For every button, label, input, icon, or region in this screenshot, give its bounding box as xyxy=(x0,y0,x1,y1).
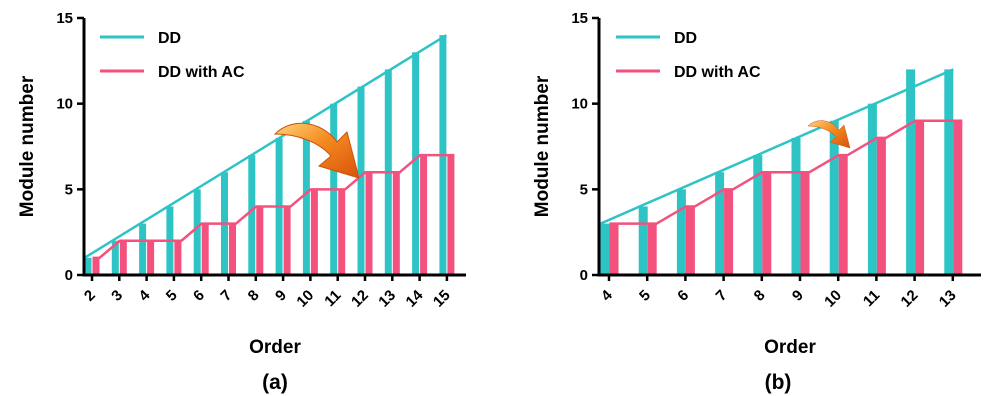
bar-dd-5 xyxy=(638,206,648,275)
bar-dd-with-ac-7 xyxy=(229,223,236,275)
bar-dd-with-ac-7 xyxy=(724,189,734,275)
bar-dd-with-ac-8 xyxy=(256,206,264,275)
bar-dd-14 xyxy=(412,52,420,276)
bar-dd-with-ac-6 xyxy=(201,223,209,275)
bar-dd-with-ac-13 xyxy=(953,120,963,275)
bar-dd-11 xyxy=(867,103,877,276)
bar-dd-with-ac-10 xyxy=(838,155,848,275)
series-line-dd-with-ac xyxy=(92,153,455,260)
bar-dd-with-ac-5 xyxy=(174,240,182,275)
x-tick-label: 8 xyxy=(245,287,263,305)
y-tick-label: 10 xyxy=(571,96,588,113)
x-tick-label: 4 xyxy=(598,286,616,304)
x-tick-label: 11 xyxy=(860,287,883,310)
legend-label-dd: DD xyxy=(158,30,181,47)
y-axis-title: Module number xyxy=(532,75,553,217)
arrow-annotation-icon xyxy=(273,122,360,179)
bar-dd-with-ac-10 xyxy=(310,189,318,275)
arrow-shape xyxy=(807,120,851,149)
bar-dd-12 xyxy=(906,69,916,276)
bar-dd-4 xyxy=(139,223,147,275)
bar-dd-with-ac-15 xyxy=(447,155,455,275)
x-tick-label: 12 xyxy=(898,287,922,311)
x-tick-label: 11 xyxy=(321,287,344,310)
bar-dd-6 xyxy=(193,189,201,275)
arrow-shape xyxy=(273,122,360,179)
x-tick-label: 13 xyxy=(936,287,960,311)
y-tick-label: 5 xyxy=(580,181,588,198)
y-tick-label: 15 xyxy=(571,10,588,27)
bar-dd-4 xyxy=(600,223,610,275)
bar-dd-with-ac-9 xyxy=(800,172,810,275)
y-tick-label: 0 xyxy=(580,267,588,284)
bar-dd-8 xyxy=(753,155,763,275)
legend-label-dd: DD xyxy=(674,30,697,47)
y-tick-label: 5 xyxy=(65,181,73,198)
bar-dd-with-ac-11 xyxy=(876,137,886,275)
bar-dd-12 xyxy=(357,86,365,276)
bar-dd-10 xyxy=(829,120,839,275)
bar-dd-10 xyxy=(302,120,310,275)
y-axis-title: Module number xyxy=(17,75,38,217)
x-tick-label: 10 xyxy=(821,287,845,311)
x-tick-label: 2 xyxy=(81,287,99,305)
bar-dd-with-ac-4 xyxy=(147,240,155,275)
series-line-dd-with-ac xyxy=(609,119,963,225)
bar-dd-with-ac-5 xyxy=(647,223,657,275)
x-tick-label: 5 xyxy=(636,287,654,305)
chart-panel-b: 0 5 10 15 4 5 6 7 8 9 10 11 12 13 Module number Order DD… xyxy=(532,10,981,394)
series-line-dd xyxy=(599,68,954,225)
bar-dd-13 xyxy=(944,69,954,276)
x-tick-label: 12 xyxy=(348,287,372,311)
panel-caption: (a) xyxy=(262,371,288,394)
x-axis-title: Order xyxy=(249,337,301,358)
bar-dd-8 xyxy=(248,155,256,275)
bar-dd-with-ac-3 xyxy=(119,240,127,275)
bar-dd-with-ac-12 xyxy=(365,172,373,275)
y-tick-label: 10 xyxy=(56,96,73,113)
bar-dd-6 xyxy=(676,189,686,275)
x-tick-label: 8 xyxy=(751,287,769,305)
y-tick-label: 0 xyxy=(65,267,73,284)
x-tick-label: 3 xyxy=(108,287,126,305)
legend-label-dd-with-ac: DD with AC xyxy=(674,64,761,81)
bar-dd-with-ac-9 xyxy=(283,206,291,275)
bar-dd-with-ac-13 xyxy=(392,172,400,275)
x-tick-label: 6 xyxy=(674,287,692,305)
x-tick-label: 6 xyxy=(190,287,208,305)
bar-dd-3 xyxy=(111,240,119,275)
series-line-dd xyxy=(83,34,448,259)
x-tick-label: 7 xyxy=(713,287,731,305)
x-tick-label: 4 xyxy=(136,286,154,304)
bar-dd-2 xyxy=(84,257,92,275)
panel-caption: (b) xyxy=(765,371,792,394)
bar-dd-7 xyxy=(715,172,725,275)
bar-dd-with-ac-11 xyxy=(338,189,346,275)
bar-dd-with-ac-4 xyxy=(609,223,619,275)
x-tick-label: 7 xyxy=(217,287,235,305)
x-tick-label: 13 xyxy=(375,287,399,311)
x-tick-label: 9 xyxy=(789,287,807,305)
bar-dd-with-ac-12 xyxy=(915,120,925,275)
x-tick-label: 9 xyxy=(272,287,290,305)
x-tick-label: 10 xyxy=(293,287,317,311)
bar-dd-9 xyxy=(791,137,801,275)
bar-dd-with-ac-14 xyxy=(420,155,428,275)
x-axis-title: Order xyxy=(764,337,816,358)
bar-dd-with-ac-2 xyxy=(92,257,100,275)
x-tick-label: 14 xyxy=(403,286,427,310)
legend-label-dd-with-ac: DD with AC xyxy=(158,64,245,81)
bar-dd-with-ac-8 xyxy=(762,172,772,275)
x-tick-label: 15 xyxy=(430,287,454,311)
arrow-annotation-icon xyxy=(807,120,851,149)
bar-dd-with-ac-6 xyxy=(685,206,695,275)
x-tick-label: 5 xyxy=(163,287,181,305)
y-tick-label: 15 xyxy=(56,10,73,27)
